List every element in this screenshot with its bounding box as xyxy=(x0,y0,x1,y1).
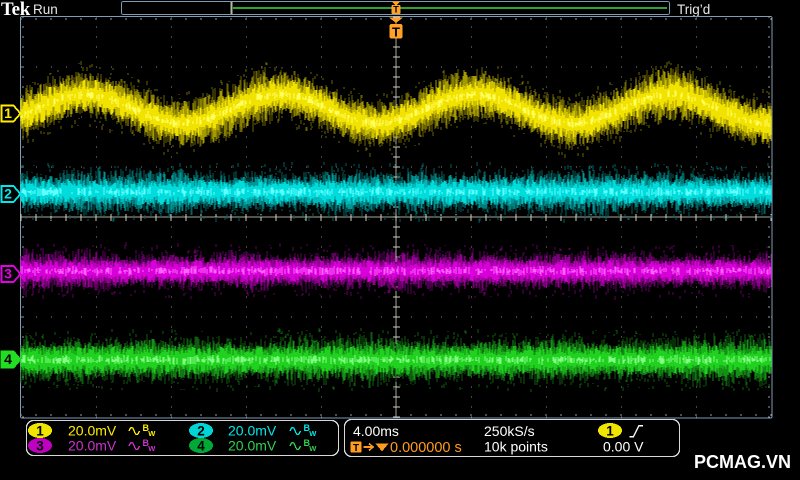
svg-text:4: 4 xyxy=(197,438,205,453)
svg-text:1: 1 xyxy=(606,423,614,438)
svg-text:250kS/s: 250kS/s xyxy=(484,423,535,439)
svg-text:W: W xyxy=(148,429,156,438)
svg-text:0.000000 s: 0.000000 s xyxy=(390,440,462,456)
svg-text:4.00ms: 4.00ms xyxy=(353,423,399,439)
svg-text:Run: Run xyxy=(33,2,58,17)
svg-text:B: B xyxy=(143,423,150,433)
svg-text:2: 2 xyxy=(4,186,12,202)
svg-text:1: 1 xyxy=(4,105,12,121)
svg-text:4: 4 xyxy=(4,351,12,367)
svg-text:T: T xyxy=(392,25,400,40)
svg-text:T: T xyxy=(393,5,399,15)
svg-text:3: 3 xyxy=(36,438,44,453)
svg-text:20.0mV: 20.0mV xyxy=(228,438,277,454)
svg-text:20.0mV: 20.0mV xyxy=(68,423,117,439)
svg-text:Tek: Tek xyxy=(1,0,31,20)
svg-text:20.0mV: 20.0mV xyxy=(228,423,277,439)
svg-text:2: 2 xyxy=(197,423,205,438)
svg-text:W: W xyxy=(309,429,317,438)
svg-text:20.0mV: 20.0mV xyxy=(68,438,117,454)
svg-text:Trig’d: Trig’d xyxy=(677,2,710,17)
svg-text:10k points: 10k points xyxy=(484,439,548,455)
svg-text:B: B xyxy=(304,423,311,433)
svg-text:B: B xyxy=(143,438,150,448)
svg-text:T: T xyxy=(353,443,359,454)
svg-text:B: B xyxy=(304,438,311,448)
svg-text:PCMAG.VN: PCMAG.VN xyxy=(694,452,791,472)
svg-text:W: W xyxy=(148,444,156,453)
svg-text:0.00 V: 0.00 V xyxy=(603,439,644,455)
svg-text:1: 1 xyxy=(36,423,44,438)
svg-text:W: W xyxy=(309,444,317,453)
svg-text:3: 3 xyxy=(4,266,12,282)
